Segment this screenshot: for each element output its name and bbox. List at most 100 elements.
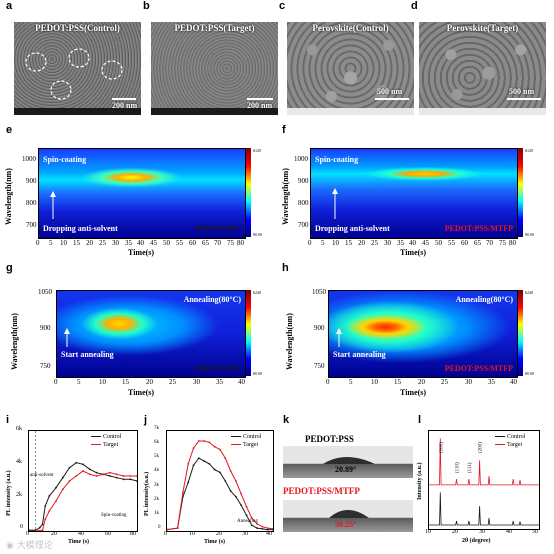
spin-coating-label: Spin-coating	[43, 155, 87, 164]
colorbar-h	[518, 290, 523, 376]
start-annealing-label: Start annealing	[61, 350, 114, 359]
dropping-anti-solvent-label: Dropping anti-solvent	[315, 224, 390, 233]
heatmap-h-ylabel: Wavelength(nm)	[285, 313, 294, 370]
heatmap-f-xticks: 0 5 10 15 20 25 30 35 40 45 50 55 60 65 …	[308, 239, 516, 247]
data-point	[88, 468, 91, 471]
chart-l-xlabel: 2θ (degree)	[462, 538, 491, 544]
data-point	[29, 530, 30, 531]
arrow-icon	[50, 191, 56, 219]
data-point	[102, 473, 105, 476]
data-point	[34, 530, 37, 531]
sem-image-a: PEDOT:PSS(Control) 200 nm	[14, 22, 141, 115]
peak-label: (200)	[479, 442, 484, 453]
chart-i-plot	[29, 431, 137, 531]
legend-control: Control	[231, 434, 261, 440]
legend-target: Target	[231, 442, 258, 448]
legend-control: Control	[91, 434, 121, 440]
data-point	[229, 490, 232, 492]
sem-image-c: Perovskite(Control) 500 nm	[287, 22, 414, 115]
data-point	[266, 528, 269, 531]
colorbar-g	[246, 290, 251, 376]
colorbar-min: 80.00	[525, 232, 534, 237]
scale-label: 500 nm	[509, 87, 535, 96]
ytick: 700	[26, 221, 37, 229]
data-point	[48, 495, 51, 497]
data-point	[41, 523, 44, 526]
data-point	[82, 463, 84, 466]
ytick: 1000	[22, 155, 36, 163]
data-point	[176, 527, 179, 530]
sem-title-b: PEDOT:PSS(Target)	[174, 23, 255, 33]
data-point	[261, 527, 264, 530]
data-point	[109, 475, 111, 477]
data-point	[229, 470, 232, 472]
arrow-icon	[64, 328, 70, 347]
heatmap-g-xlabel: Time(s)	[128, 388, 155, 397]
data-point	[187, 462, 190, 465]
control-angle: 20.89°	[335, 465, 357, 474]
sem-image-d: Perovskite(Target) 500 nm	[419, 22, 546, 115]
data-point	[122, 478, 125, 481]
data-point	[44, 505, 47, 507]
data-point	[55, 486, 57, 489]
chart-j-yticks: 7k 6k 5k 4k 3k 2k 1k 0	[154, 426, 161, 530]
dropping-anti-solvent-label: Dropping anti-solvent	[43, 224, 118, 233]
target-label: PEDOT:PSS/MTFP	[283, 486, 360, 496]
watermark-text: 大模理论	[16, 541, 53, 551]
ytick: 750	[40, 362, 51, 370]
contact-angle-panel: PEDOT:PSS 20.89° PEDOT:PSS/MTFP 30.25°	[283, 428, 413, 540]
data-point	[75, 461, 78, 464]
data-point	[55, 500, 57, 502]
data-point	[122, 475, 125, 477]
heatmap-e-xlabel: Time(s)	[128, 248, 155, 257]
sample-label: PEDOT:PSS	[195, 364, 239, 373]
data-point	[61, 476, 64, 479]
panel-label-h: h	[282, 262, 289, 274]
data-point	[250, 524, 253, 527]
ytick: 1050	[312, 288, 326, 296]
ytick: 700	[298, 221, 309, 229]
chart-i-yticks: 6k 4k 2k 0	[16, 426, 23, 530]
heatmap-e-ylabel: Wavelength(nm)	[4, 168, 13, 225]
panel-label-j: j	[144, 414, 148, 426]
panel-label-f: f	[282, 124, 286, 136]
target-angle: 30.25°	[335, 520, 357, 529]
panel-label-k: k	[283, 414, 290, 426]
ytick: 900	[26, 177, 37, 185]
heatmap-h-xticks: 0 5 10 15 20 25 30 35 40	[326, 378, 517, 386]
data-point	[224, 480, 227, 482]
chart-annotation-anti-solvent: anti-solvent	[30, 473, 54, 478]
series-line-target	[29, 470, 137, 531]
panel-label-e: e	[6, 124, 13, 136]
sem-info-strip	[14, 108, 141, 115]
sem-title-a: PEDOT:PSS(Control)	[35, 23, 120, 33]
data-point	[48, 510, 51, 512]
sem-info-strip	[151, 108, 278, 115]
data-point	[136, 480, 137, 482]
data-point	[38, 526, 41, 529]
data-point	[167, 528, 168, 531]
scale-bar	[375, 98, 409, 100]
colorbar-max: 6120	[253, 148, 261, 153]
heatmap-g: Annealing(80°C) Start annealing PEDOT:PS…	[56, 290, 246, 378]
data-point	[192, 447, 195, 450]
data-point	[187, 481, 190, 484]
data-point	[136, 475, 137, 477]
data-point	[256, 522, 258, 525]
heatmap-f-ylabel: Wavelength(nm)	[281, 168, 290, 225]
watermark: ◉ 大模理论	[6, 538, 53, 551]
heatmap-h: Annealing(80°C) Start annealing PEDOT:PS…	[328, 290, 518, 378]
data-point	[208, 441, 211, 444]
data-point	[213, 468, 216, 471]
chart-i-frame: anti-solvent Spin-coating Control Target	[28, 430, 138, 532]
chart-j-ylabel: PL intensity(a.u.)	[144, 471, 150, 516]
watermark-logo-icon: ◉	[6, 541, 14, 551]
data-point	[256, 527, 258, 530]
legend-target: Target	[91, 442, 118, 448]
data-point	[115, 476, 118, 479]
panel-label-b: b	[143, 0, 150, 12]
ytick: 1050	[38, 288, 52, 296]
ytick: 1000	[294, 155, 308, 163]
data-point	[115, 473, 118, 476]
chart-l-xticks: 10 20 30 40 50	[425, 529, 538, 535]
